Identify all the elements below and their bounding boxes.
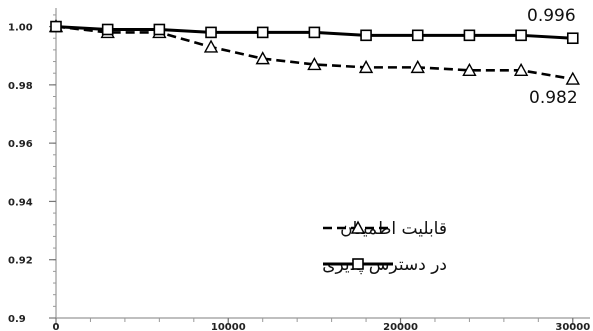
series-line (55, 25, 573, 81)
y-tick-label: 1.00 (8, 23, 33, 34)
x-tick-label: 0 (53, 322, 60, 331)
annotations: 0.996 0.982 (527, 6, 578, 108)
annotation-availability-end: 0.996 (527, 6, 576, 26)
data-point (463, 29, 476, 42)
data-point (153, 23, 166, 36)
data-point (205, 26, 217, 39)
data-point (307, 56, 322, 71)
data-point (308, 26, 321, 39)
data-point (256, 26, 269, 39)
data-point (50, 20, 62, 33)
data-point (358, 59, 374, 74)
series-layer (48, 19, 580, 85)
legend-item-reliability: قابلیت اطمینان (323, 219, 447, 239)
x-tick-label: 30000 (555, 322, 590, 331)
x-tick-label: 10000 (211, 322, 246, 331)
annotation-reliability-end: 0.982 (529, 88, 578, 108)
axes (55, 8, 590, 319)
data-point (565, 71, 580, 85)
y-tick-label: 0.9 (8, 314, 26, 325)
data-point (515, 29, 527, 42)
y-tick-label: 0.98 (8, 81, 33, 92)
data-point (101, 23, 114, 36)
x-tick-label: 20000 (383, 322, 418, 331)
data-point (203, 39, 219, 53)
legend-marker (352, 258, 364, 270)
legend: قابلیت اطمینان در دسترس پذیری (322, 219, 447, 275)
data-point (513, 62, 529, 76)
data-point (360, 29, 372, 42)
axis-ticks: 1.00 0.98 0.96 0.94 0.92 0.9 0 10000 20000 30000 (8, 14, 590, 331)
series-availability (50, 20, 579, 45)
legend-label-reliability: قابلیت اطمینان (340, 219, 447, 239)
legend-item-availability: در دسترس پذیری (322, 255, 447, 275)
data-point (411, 29, 424, 42)
data-point (566, 32, 579, 45)
legend-marker (350, 220, 366, 234)
y-tick-label: 0.92 (8, 256, 33, 267)
data-point (462, 62, 477, 76)
y-tick-label: 0.94 (8, 197, 33, 208)
y-tick-label: 0.96 (8, 139, 33, 150)
data-point (255, 51, 270, 65)
data-point (410, 59, 425, 74)
